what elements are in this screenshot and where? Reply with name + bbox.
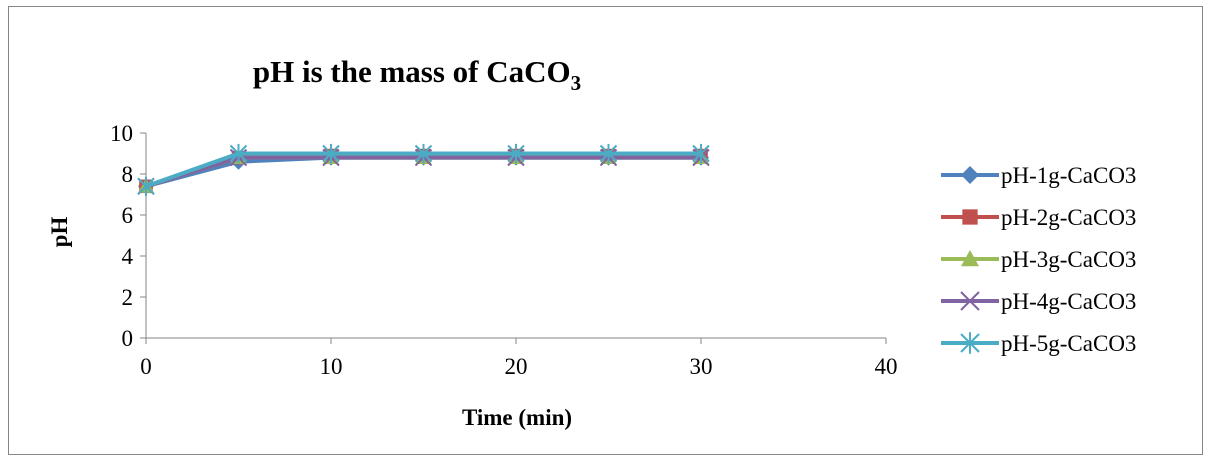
data-point-marker <box>137 176 155 196</box>
data-point-marker <box>961 166 979 184</box>
chart-title: pH is the mass of CaCO3 <box>253 54 581 95</box>
x-axis-title: Time (min) <box>462 405 572 430</box>
chart-frame: pH is the mass of CaCO3 0 2 4 6 8 10 0 10 20 30 40… <box>8 6 1203 455</box>
series-layer <box>137 143 710 196</box>
y-tick-label: 6 <box>122 203 134 228</box>
chart-title-subscript: 3 <box>571 71 582 95</box>
legend-item: pH-4g-CaCO3 <box>941 289 1136 314</box>
legend-item: pH-3g-CaCO3 <box>941 247 1136 272</box>
y-tick-label: 10 <box>110 121 133 146</box>
series-5 <box>137 143 710 196</box>
data-point-marker <box>507 143 525 164</box>
y-tick-label: 2 <box>122 285 134 310</box>
y-axis-title: pH <box>47 217 72 248</box>
legend: pH-1g-CaCO3 pH-2g-CaCO3 pH-3g-CaCO3 pH-4g-C… <box>941 163 1136 356</box>
data-point-marker <box>414 143 433 164</box>
axes: 0 2 4 6 8 10 0 10 20 30 40 <box>110 121 898 379</box>
x-tick-label: 30 <box>690 354 713 379</box>
legend-label: pH-1g-CaCO3 <box>1001 163 1136 188</box>
chart-title-main: pH is the mass of CaCO <box>253 54 571 89</box>
x-tick-label: 20 <box>505 354 528 379</box>
legend-item: pH-5g-CaCO3 <box>941 331 1136 356</box>
x-tick-label: 0 <box>140 354 152 379</box>
line-chart: pH is the mass of CaCO3 0 2 4 6 8 10 0 10 20 30 40… <box>47 54 1136 430</box>
y-tick-label: 0 <box>122 326 134 351</box>
data-point-marker <box>960 291 980 311</box>
legend-label: pH-3g-CaCO3 <box>1001 247 1136 272</box>
legend-label: pH-2g-CaCO3 <box>1001 205 1136 230</box>
data-point-marker <box>962 209 978 225</box>
legend-item: pH-2g-CaCO3 <box>941 205 1136 230</box>
data-point-marker <box>322 143 340 164</box>
data-point-marker <box>692 143 710 164</box>
x-tick-label: 10 <box>320 354 343 379</box>
data-point-marker <box>961 250 979 267</box>
data-point-marker <box>599 143 618 164</box>
y-tick-label: 8 <box>122 162 134 187</box>
data-point-marker <box>960 332 980 354</box>
y-tick-label: 4 <box>122 244 134 269</box>
data-point-marker <box>229 143 248 164</box>
legend-item: pH-1g-CaCO3 <box>941 163 1136 188</box>
legend-label: pH-4g-CaCO3 <box>1001 289 1136 314</box>
x-tick-label: 40 <box>875 354 898 379</box>
legend-label: pH-5g-CaCO3 <box>1001 331 1136 356</box>
